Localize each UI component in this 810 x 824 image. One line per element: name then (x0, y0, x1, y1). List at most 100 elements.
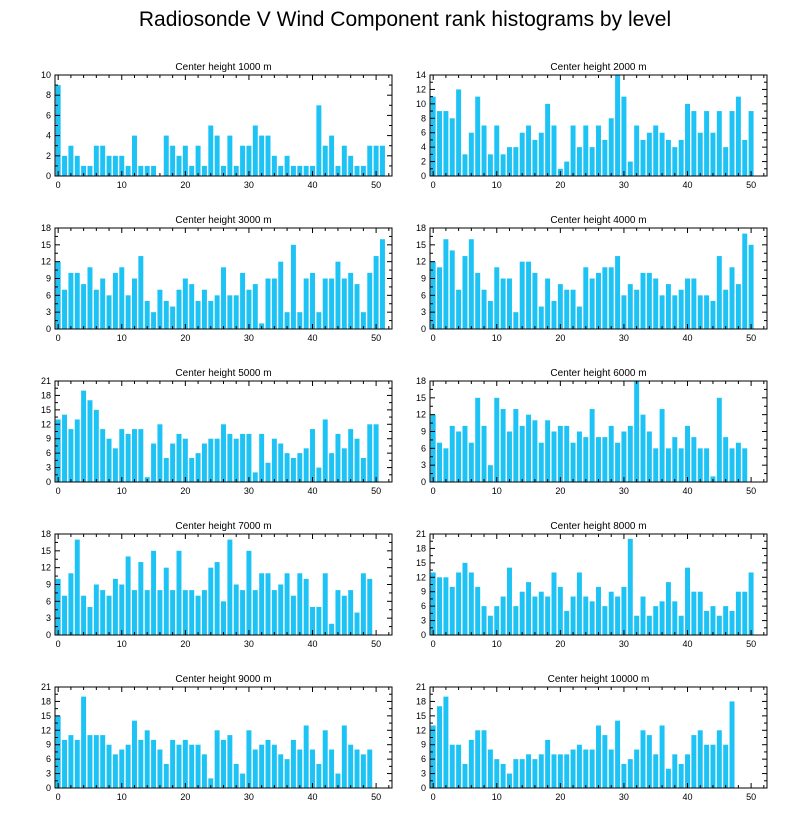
histogram-bar (348, 155, 354, 176)
y-tick-label: 2 (46, 151, 51, 161)
histogram-bar (119, 584, 125, 635)
histogram-bar (487, 615, 493, 635)
histogram-bar (583, 267, 589, 329)
histogram-bar (316, 105, 322, 176)
histogram-bar (723, 744, 729, 788)
histogram-bar (367, 145, 373, 176)
histogram-bar (691, 591, 697, 635)
histogram-bar (589, 147, 595, 176)
histogram-bar (354, 165, 360, 176)
x-tick-label: 0 (56, 180, 61, 190)
histogram-bar (602, 437, 608, 482)
x-tick-label: 20 (555, 792, 565, 802)
histogram-bar (240, 590, 246, 635)
y-tick-label: 3 (46, 613, 51, 623)
histogram-bar (468, 239, 474, 329)
histogram-bar (316, 467, 322, 482)
x-tick-label: 30 (244, 333, 254, 343)
histogram-bar (278, 261, 284, 329)
histogram-bar (81, 165, 87, 176)
histogram-bar (500, 154, 506, 176)
histogram-bar (310, 165, 315, 176)
y-tick-label: 3 (421, 769, 426, 779)
x-tick-label: 30 (619, 639, 629, 649)
histogram-bar (329, 623, 335, 635)
histogram-bar (710, 132, 716, 176)
histogram-bar (335, 165, 341, 176)
histogram-bar (716, 615, 722, 635)
histogram-bar (182, 145, 188, 176)
histogram-bar (55, 419, 61, 482)
histogram-bar (570, 125, 576, 176)
y-tick-label: 15 (416, 558, 426, 568)
histogram-bar (144, 300, 150, 329)
histogram-bar (449, 250, 455, 329)
histogram-bar (646, 132, 652, 176)
histogram-bar (214, 135, 220, 176)
histogram-bar (475, 730, 481, 788)
histogram-bar (742, 591, 748, 635)
histogram-bar (570, 596, 576, 635)
histogram-bar (443, 448, 449, 482)
panel-title: Center height 6000 m (550, 368, 646, 379)
histogram-bar (252, 284, 258, 329)
y-tick-label: 9 (46, 434, 51, 444)
x-tick-label: 10 (117, 486, 127, 496)
histogram-bar (735, 591, 741, 635)
histogram-bar (214, 730, 220, 788)
x-tick-label: 40 (683, 792, 693, 802)
histogram-bar (189, 590, 195, 635)
histogram-bar (627, 538, 633, 635)
histogram-bar (176, 550, 182, 635)
histogram-bar (596, 272, 601, 329)
histogram-bar (176, 289, 182, 329)
panel-title: Center height 4000 m (550, 215, 646, 226)
histogram-bar (297, 165, 303, 176)
panel-title: Center height 1000 m (175, 62, 271, 73)
histogram-bar (176, 744, 182, 788)
histogram-bar (468, 739, 474, 788)
histogram-bar (208, 125, 214, 176)
histogram-bar (462, 256, 468, 329)
y-tick-label: 10 (416, 99, 426, 109)
histogram-bar (742, 139, 748, 176)
histogram-bar (608, 749, 614, 788)
histogram-bar (627, 284, 633, 329)
x-tick-label: 40 (683, 333, 693, 343)
x-tick-label: 40 (308, 486, 318, 496)
histogram-bar (278, 584, 284, 635)
histogram-bar (246, 730, 252, 788)
histogram-bar (68, 573, 74, 635)
histogram-bar (132, 429, 137, 482)
histogram-bar (329, 749, 335, 788)
x-tick-label: 0 (56, 486, 61, 496)
histogram-bar (494, 125, 500, 176)
histogram-bar (348, 272, 354, 329)
histogram-bar (208, 438, 214, 482)
histogram-bar (170, 145, 176, 176)
histogram-panel: Center height 1000 m 0 2 4 6 8 10 0 10 20 30 40 50 (41, 62, 393, 190)
histogram-bar (81, 595, 87, 635)
histogram-bar (163, 763, 169, 788)
histogram-bar (303, 448, 309, 482)
histogram-bar (271, 155, 277, 176)
histogram-bar (208, 300, 214, 329)
y-tick-label: 18 (416, 376, 426, 386)
histogram-bar (195, 595, 201, 635)
histogram-bar (723, 437, 729, 482)
histogram-bar (68, 429, 74, 482)
histogram-bar (589, 278, 595, 329)
histogram-bar (621, 586, 627, 635)
histogram-bar (195, 145, 201, 176)
histogram-bar (634, 381, 640, 482)
histogram-bar (608, 425, 614, 482)
histogram-bar (93, 409, 99, 482)
x-tick-label: 0 (431, 333, 436, 343)
histogram-bar (710, 744, 716, 788)
histogram-bar (233, 438, 239, 482)
histogram-bar (443, 239, 449, 329)
histogram-bar (672, 437, 678, 482)
histogram-bar (729, 610, 735, 635)
y-tick-label: 8 (46, 90, 51, 100)
histogram-bar (74, 155, 80, 176)
